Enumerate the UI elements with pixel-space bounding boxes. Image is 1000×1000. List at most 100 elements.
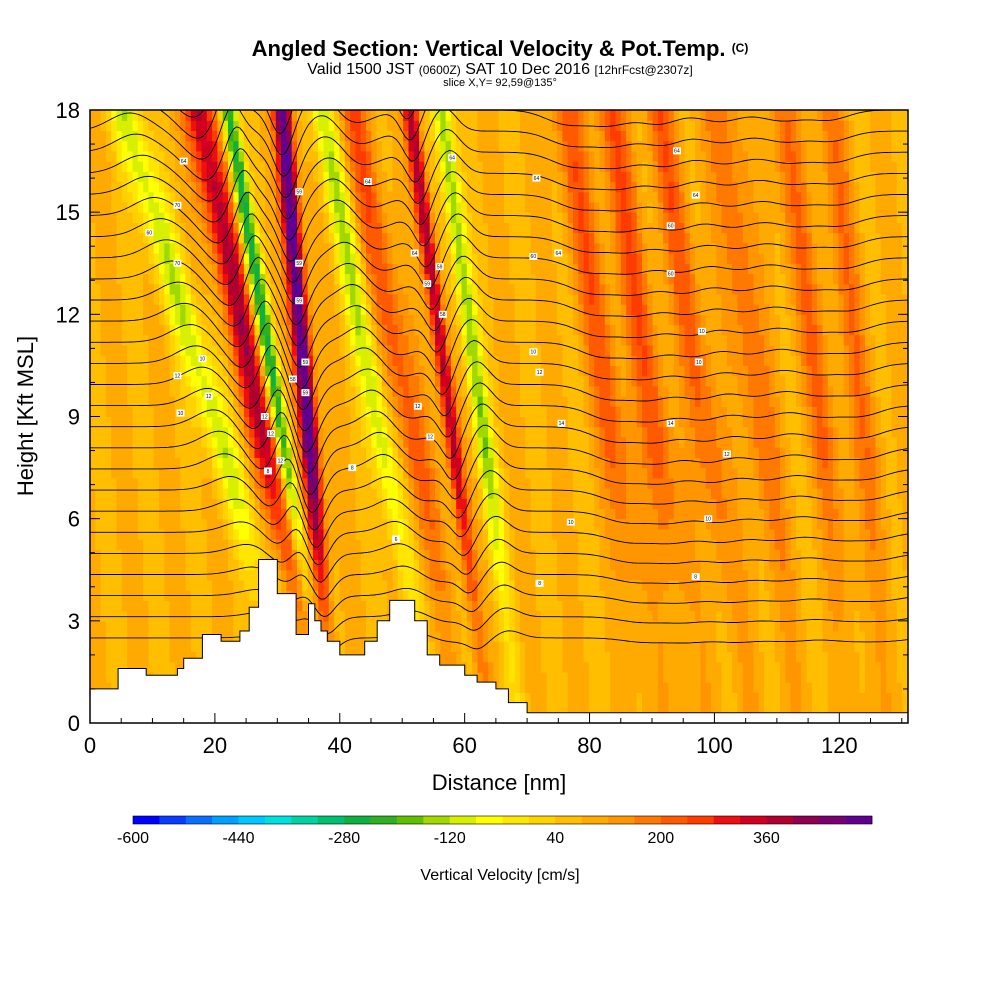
velocity-cell (419, 253, 425, 264)
velocity-cell (413, 508, 420, 520)
velocity-cell (360, 539, 367, 550)
velocity-cell (514, 171, 521, 183)
velocity-cell (307, 447, 314, 458)
velocity-cell (482, 600, 489, 612)
velocity-cell (429, 212, 436, 223)
velocity-cell (493, 641, 500, 653)
velocity-cell (116, 171, 123, 183)
velocity-cell (360, 436, 367, 448)
velocity-cell (169, 120, 176, 131)
velocity-cell (509, 580, 516, 591)
velocity-cell (190, 508, 197, 520)
velocity-cell (127, 620, 134, 632)
velocity-cell (435, 447, 441, 458)
velocity-cell (148, 447, 155, 458)
velocity-cell (440, 242, 447, 254)
velocity-cell (148, 181, 155, 193)
velocity-cell (254, 150, 261, 162)
velocity-cell (190, 334, 197, 346)
velocity-cell (212, 610, 218, 622)
velocity-cell (307, 140, 314, 152)
velocity-cell (127, 253, 134, 264)
velocity-cell (95, 253, 102, 264)
velocity-cell (95, 406, 102, 418)
velocity-cell (450, 365, 457, 377)
velocity-cell (429, 161, 436, 172)
velocity-cell (360, 396, 367, 407)
velocity-cell (132, 293, 139, 305)
velocity-cell (196, 314, 203, 326)
velocity-cell (164, 191, 171, 203)
velocity-cell (286, 355, 293, 366)
velocity-cell (105, 528, 112, 540)
velocity-cell (153, 140, 160, 152)
velocity-cell (381, 436, 388, 448)
velocity-cell (504, 355, 510, 366)
velocity-cell (323, 477, 330, 489)
velocity-cell (429, 498, 436, 509)
velocity-cell (498, 212, 505, 223)
velocity-cell (312, 140, 319, 152)
velocity-cell (366, 161, 372, 172)
velocity-cell (318, 406, 325, 418)
velocity-cell (180, 396, 187, 407)
velocity-cell (328, 253, 335, 264)
velocity-cell (318, 345, 325, 356)
velocity-cell (472, 324, 478, 336)
velocity-cell (339, 334, 346, 346)
velocity-cell (323, 201, 330, 213)
velocity-cell (355, 518, 362, 530)
velocity-cell (148, 569, 155, 581)
velocity-cell (445, 314, 452, 326)
velocity-cell (281, 161, 287, 172)
velocity-cell (169, 457, 176, 469)
velocity-cell (217, 416, 224, 428)
velocity-cell (413, 467, 420, 479)
velocity-cell (185, 580, 192, 591)
velocity-cell (254, 416, 261, 428)
velocity-cell (456, 232, 463, 244)
velocity-cell (525, 161, 532, 172)
velocity-cell (95, 539, 102, 550)
velocity-cell (238, 212, 245, 223)
velocity-cell (440, 518, 447, 530)
velocity-cell (291, 283, 298, 295)
velocity-cell (477, 385, 484, 397)
velocity-cell (498, 610, 505, 622)
velocity-cell (488, 191, 494, 203)
velocity-cell (472, 355, 478, 366)
velocity-cell (493, 426, 500, 438)
velocity-cell (514, 528, 521, 540)
velocity-cell (350, 293, 356, 305)
velocity-cell (514, 590, 521, 601)
velocity-cell (445, 181, 452, 193)
velocity-cell (302, 212, 309, 223)
velocity-cell (238, 436, 245, 448)
velocity-cell (318, 304, 325, 315)
velocity-cell (291, 293, 298, 305)
velocity-cell (307, 130, 314, 142)
velocity-cell (328, 631, 335, 642)
velocity-cell (297, 324, 303, 336)
velocity-cell (504, 283, 510, 295)
velocity-cell (222, 365, 229, 377)
velocity-cell (328, 580, 335, 591)
velocity-cell (153, 467, 160, 479)
velocity-cell (275, 212, 282, 223)
velocity-cell (482, 406, 489, 418)
velocity-cell (392, 110, 399, 121)
velocity-cell (387, 528, 394, 540)
velocity-cell (445, 304, 452, 315)
velocity-cell (312, 488, 319, 499)
velocity-cell (328, 467, 335, 479)
velocity-cell (435, 488, 441, 499)
velocity-cell (259, 477, 266, 489)
chart-subtitle: Valid 1500 JST (0600Z) SAT 10 Dec 2016 [… (0, 61, 1000, 79)
velocity-cell (180, 171, 187, 183)
velocity-cell (519, 457, 526, 469)
velocity-cell (121, 528, 128, 540)
velocity-cell (466, 508, 473, 520)
velocity-cell (174, 110, 181, 121)
velocity-cell (185, 447, 192, 458)
velocity-cell (180, 508, 187, 520)
